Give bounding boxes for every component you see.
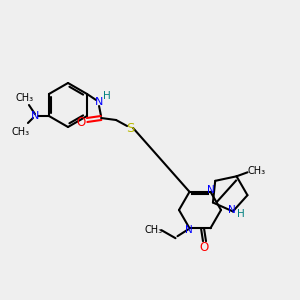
Text: CH₃: CH₃ [248, 166, 266, 176]
Text: N: N [228, 206, 236, 215]
Text: O: O [76, 116, 86, 128]
Text: H: H [103, 91, 111, 101]
Text: CH₃: CH₃ [144, 225, 163, 235]
Text: CH₃: CH₃ [16, 93, 34, 103]
Text: H: H [237, 209, 245, 219]
Text: N: N [184, 225, 192, 235]
Text: N: N [95, 97, 103, 107]
Text: N: N [31, 111, 39, 121]
Text: CH₃: CH₃ [12, 127, 30, 137]
Text: O: O [200, 241, 208, 254]
Text: N: N [207, 185, 214, 195]
Text: S: S [126, 122, 134, 134]
